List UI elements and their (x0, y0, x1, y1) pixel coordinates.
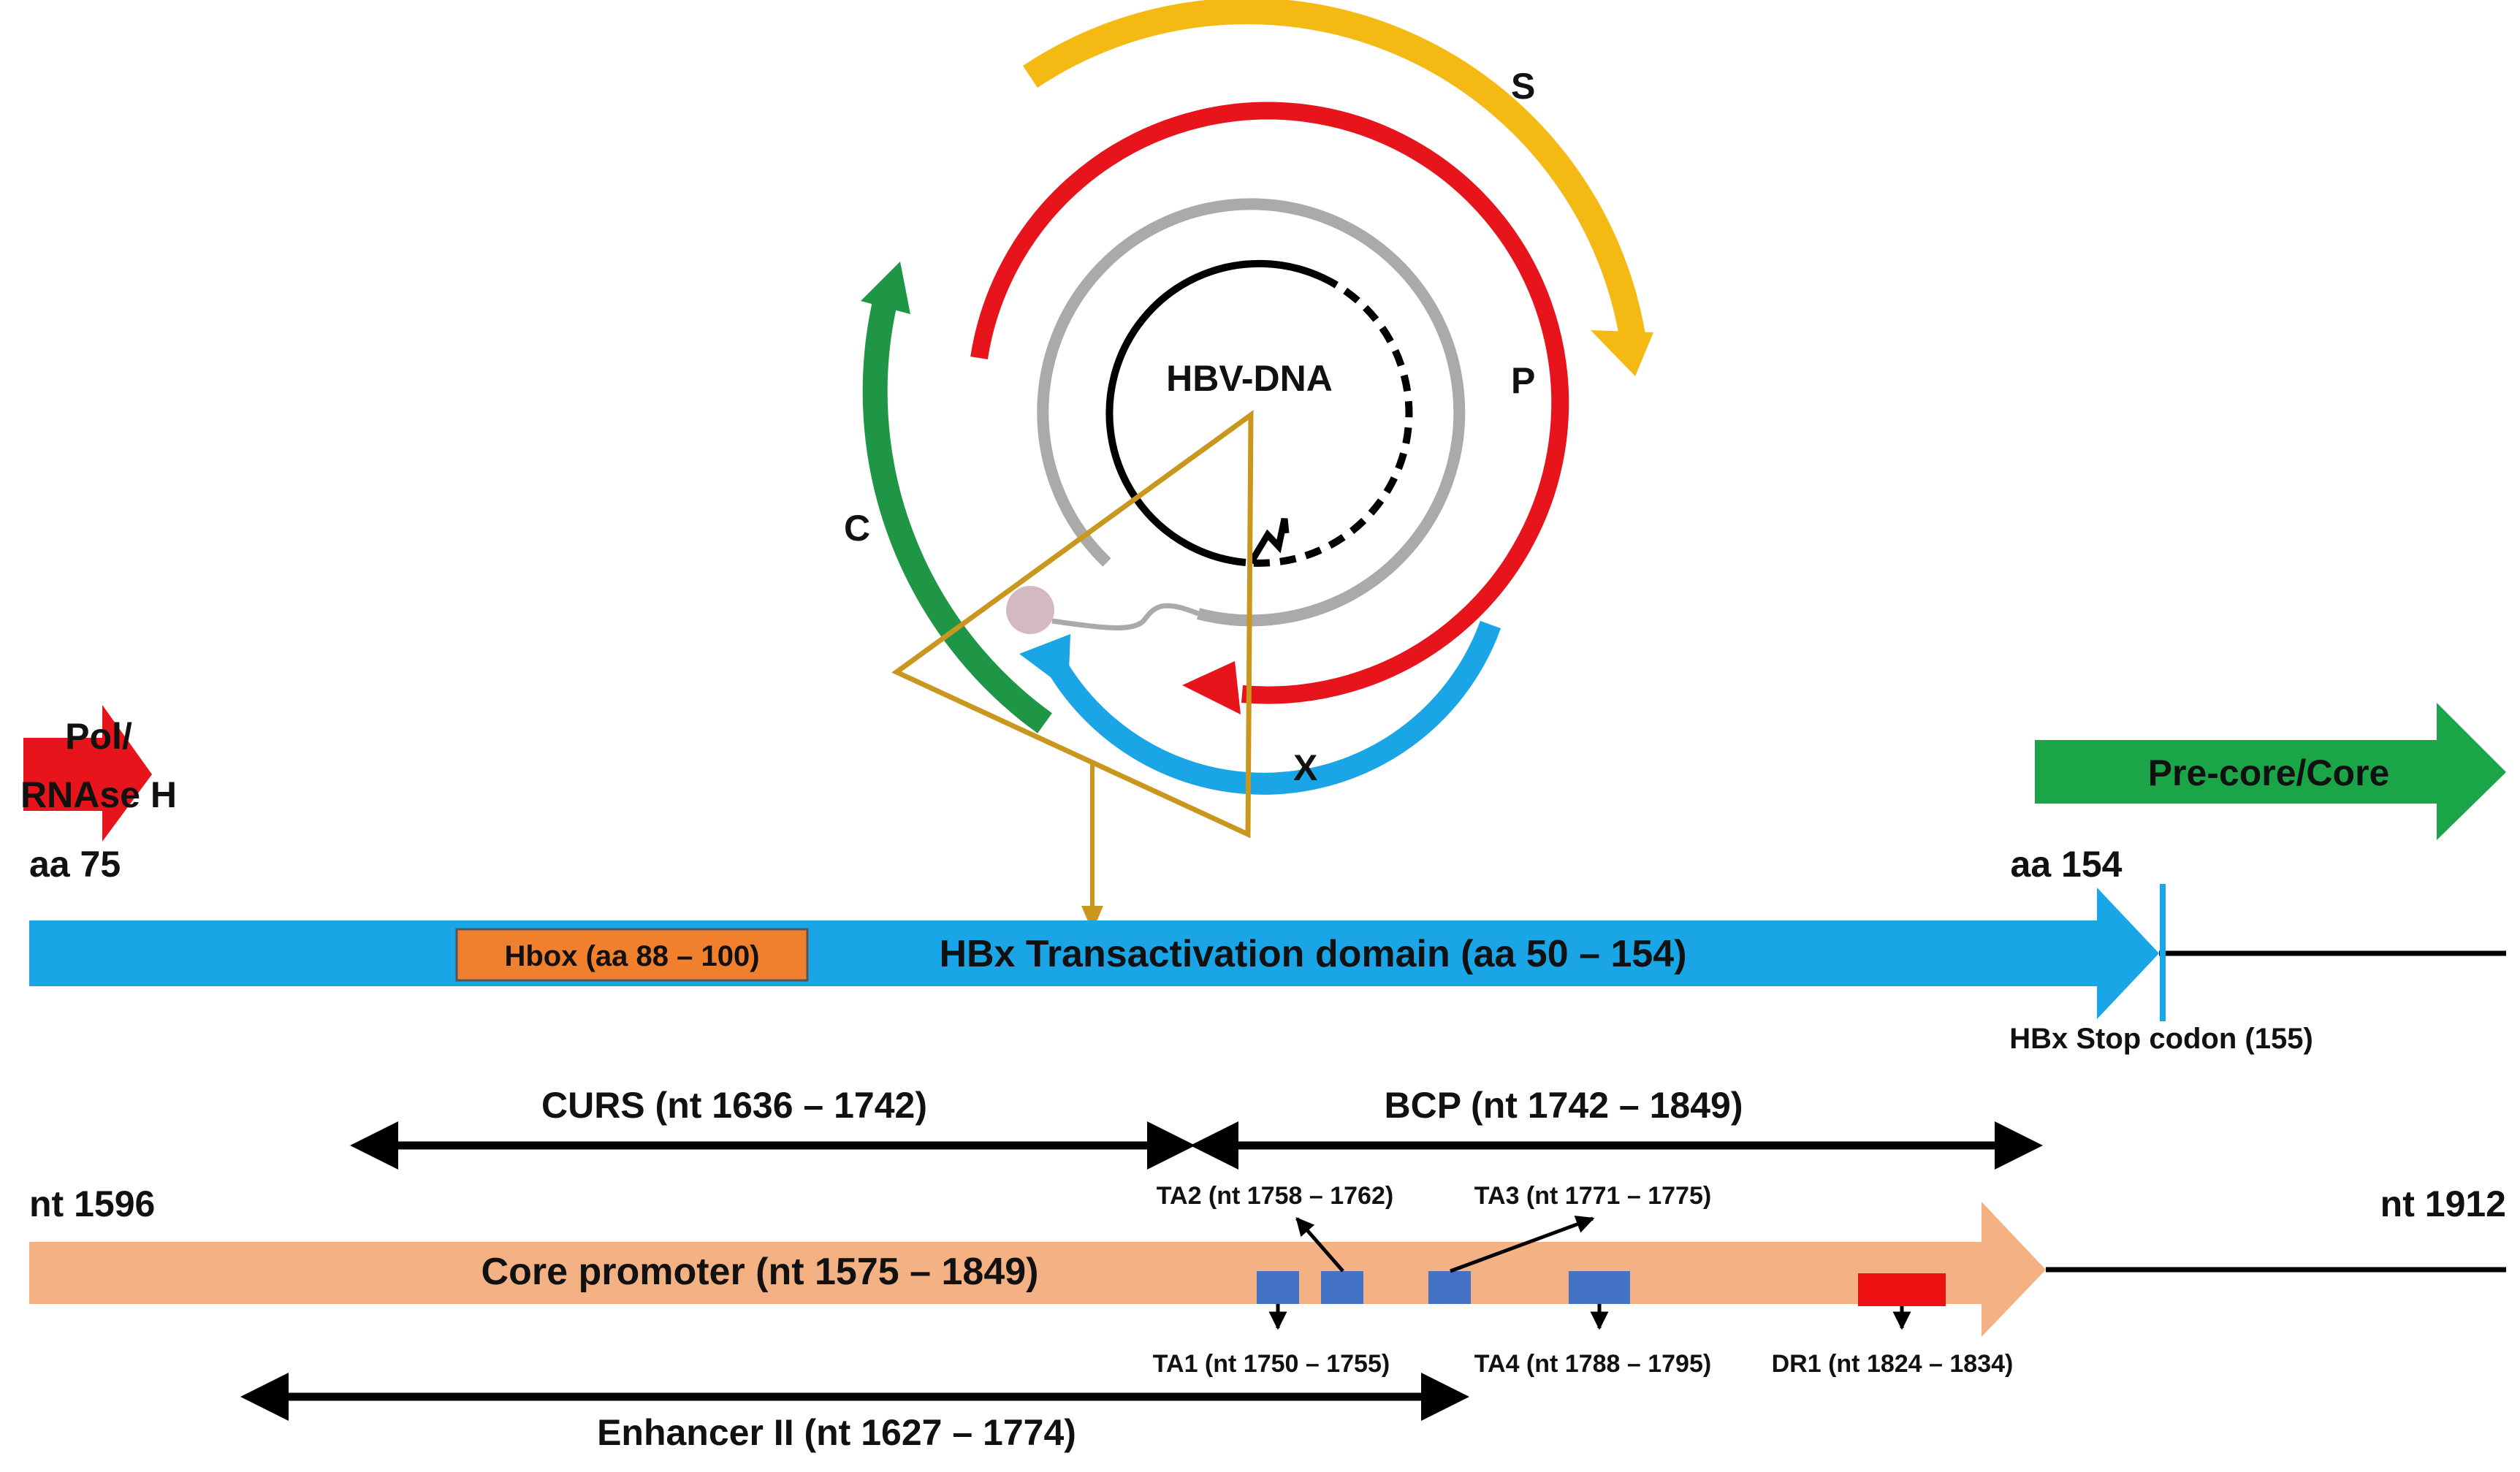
enhancer-label: Enhancer II (nt 1627 – 1774) (597, 1412, 1076, 1453)
ta4-box (1569, 1271, 1630, 1304)
curs-bcp-regions: CURS (nt 1636 – 1742) BCP (nt 1742 – 184… (350, 1085, 2043, 1170)
c-orf-arc (862, 297, 1052, 733)
core-promoter-label: Core promoter (nt 1575 – 1849) (481, 1251, 1039, 1293)
ta1-box (1257, 1271, 1299, 1304)
s-orf-label: S (1511, 66, 1535, 107)
c-orf-label: C (844, 508, 870, 549)
pol-label-line2: RNAse H (20, 774, 177, 815)
ta3-label: TA3 (nt 1771 – 1775) (1474, 1182, 1711, 1210)
precore-label: Pre-core/Core (2148, 752, 2390, 793)
x-orf-arc (1050, 620, 1501, 795)
p-orf-arrowhead (1182, 661, 1241, 714)
dna-minus-strand (1105, 259, 1325, 566)
ta3-pointer (1450, 1216, 1595, 1273)
hbv-circular-genome: S P C X HBV-DNA (844, 0, 1653, 931)
ta2-box (1321, 1271, 1363, 1304)
pol-start-aa: aa 75 (29, 844, 121, 885)
terminal-protein-dot (1006, 586, 1054, 634)
ta2-label: TA2 (nt 1758 – 1762) (1157, 1182, 1393, 1210)
core-promoter-arrow (29, 1202, 2046, 1337)
hbv-dna-label: HBV-DNA (1166, 358, 1333, 399)
s-orf-arc (1023, 0, 1646, 342)
p-orf-label: P (1511, 360, 1535, 401)
dr1-box (1858, 1273, 1946, 1306)
enhancer-ii: Enhancer II (nt 1627 – 1774) (240, 1373, 1469, 1453)
zoom-pointer-head (1081, 906, 1103, 931)
hbx-domain-label: HBx Transactivation domain (aa 50 – 154) (939, 933, 1686, 975)
dna-nick-zigzag (1248, 518, 1290, 565)
hbox-box (455, 928, 809, 982)
hbx-end-aa: aa 154 (2011, 844, 2123, 885)
precore-arrow (2035, 703, 2506, 840)
hbx-domain-arrow (29, 888, 2159, 1019)
x-orf-arrowhead (1019, 634, 1070, 690)
ta2-pointer (1295, 1217, 1344, 1273)
core-promoter-start-nt: nt 1596 (29, 1183, 155, 1224)
grey-strand-arc (1037, 198, 1466, 627)
c-orf-arrowhead (861, 262, 910, 314)
x-orf-label: X (1293, 747, 1317, 788)
s-orf-arrowhead (1591, 330, 1653, 376)
dr1-label: DR1 (nt 1824 – 1834) (1772, 1350, 2014, 1378)
core-promoter-end-nt: nt 1912 (2380, 1183, 2506, 1224)
ta3-box (1428, 1271, 1471, 1304)
grey-strand-tail (1051, 603, 1200, 630)
core-promoter: nt 1596 nt 1912 Core promoter (nt 1575 –… (29, 1182, 2506, 1378)
pol-arrow (23, 705, 152, 842)
curs-label: CURS (nt 1636 – 1742) (541, 1085, 927, 1126)
hbox-label: Hbox (aa 88 – 100) (504, 940, 759, 972)
bcp-label: BCP (nt 1742 – 1849) (1385, 1085, 1743, 1126)
hbx-bar: Hbox (aa 88 – 100) HBx Transactivation d… (29, 844, 2506, 1055)
ta1-label: TA1 (nt 1750 – 1755) (1153, 1350, 1390, 1378)
hbx-stop-codon-label: HBx Stop codon (155) (2009, 1023, 2313, 1055)
p-orf-arc (970, 102, 1569, 704)
ta4-label: TA4 (nt 1788 – 1795) (1474, 1350, 1711, 1378)
pol-label-line1: Pol/ (65, 716, 132, 757)
pol-rnase-h: Pol/ RNAse H aa 75 (20, 705, 177, 885)
precore-core: Pre-core/Core (2035, 703, 2506, 840)
dna-plus-strand-gap (1245, 274, 1413, 567)
zoom-triangle (891, 410, 1254, 839)
